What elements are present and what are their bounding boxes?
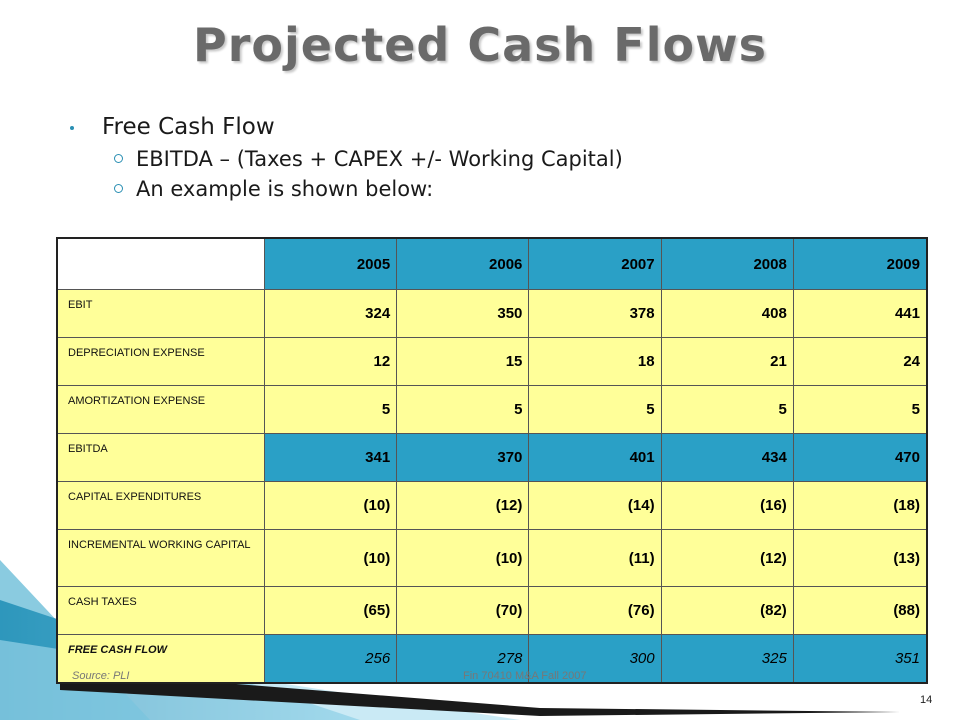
table-cell: (65) bbox=[263, 586, 398, 635]
bullet-item: Free Cash Flow bbox=[70, 112, 623, 144]
source-note: Source: PLI bbox=[72, 670, 130, 682]
table-row-cash-taxes: CASH TAXES (65) (70) (76) (82) (88) bbox=[56, 586, 928, 635]
table-cell: (16) bbox=[660, 481, 794, 530]
table-cell: (12) bbox=[660, 529, 794, 587]
table-cell: 408 bbox=[660, 289, 794, 338]
header-blank-cell bbox=[56, 237, 265, 290]
table-cell: 5 bbox=[263, 385, 398, 434]
table-cell: 15 bbox=[396, 337, 530, 386]
table-cell: (10) bbox=[396, 529, 530, 587]
table-row-working-capital: INCREMENTAL WORKING CAPITAL (10) (10) (1… bbox=[56, 529, 928, 587]
table-cell: 341 bbox=[263, 433, 398, 482]
table-cell: 324 bbox=[263, 289, 398, 338]
table-cell: 300 bbox=[528, 634, 662, 684]
ring-bullet-icon bbox=[114, 184, 123, 193]
bullet-list: Free Cash Flow EBITDA – (Taxes + CAPEX +… bbox=[70, 112, 623, 204]
table-cell: 441 bbox=[792, 289, 928, 338]
table-cell: (88) bbox=[792, 586, 928, 635]
table-cell: 350 bbox=[396, 289, 530, 338]
table-cell: (70) bbox=[396, 586, 530, 635]
row-label: FREE CASH FLOW bbox=[56, 634, 265, 684]
table-cell: (14) bbox=[528, 481, 662, 530]
table-cell: 5 bbox=[792, 385, 928, 434]
sub-bullet-item: An example is shown below: bbox=[70, 174, 623, 204]
table-cell: 325 bbox=[660, 634, 794, 684]
row-label: INCREMENTAL WORKING CAPITAL bbox=[56, 529, 265, 587]
table-cell: 21 bbox=[660, 337, 794, 386]
table-cell: 351 bbox=[792, 634, 928, 684]
table-cell: (12) bbox=[396, 481, 530, 530]
bullet-text: Free Cash Flow bbox=[102, 114, 275, 140]
table-cell: 370 bbox=[396, 433, 530, 482]
table-cell: (82) bbox=[660, 586, 794, 635]
table-row-ebitda: EBITDA 341 370 401 434 470 bbox=[56, 433, 928, 482]
table-cell: 5 bbox=[528, 385, 662, 434]
slide-title: Projected Cash Flows bbox=[193, 18, 767, 72]
year-header: 2007 bbox=[528, 237, 662, 290]
table-cell: (13) bbox=[792, 529, 928, 587]
table-header-row: 2005 2006 2007 2008 2009 bbox=[56, 237, 928, 290]
table-cell: 470 bbox=[792, 433, 928, 482]
table-row-ebit: EBIT 324 350 378 408 441 bbox=[56, 289, 928, 338]
cash-flow-table: 2005 2006 2007 2008 2009 EBIT 324 350 37… bbox=[56, 237, 928, 684]
year-header: 2005 bbox=[263, 237, 398, 290]
table-cell: 256 bbox=[263, 634, 398, 684]
year-header: 2009 bbox=[792, 237, 928, 290]
row-label: CAPITAL EXPENDITURES bbox=[56, 481, 265, 530]
ring-bullet-icon bbox=[114, 154, 123, 163]
table-cell: 401 bbox=[528, 433, 662, 482]
table-cell: (10) bbox=[263, 481, 398, 530]
table-cell: 5 bbox=[660, 385, 794, 434]
table-cell: 18 bbox=[528, 337, 662, 386]
table-row-amortization: AMORTIZATION EXPENSE 5 5 5 5 5 bbox=[56, 385, 928, 434]
bullet-dot-icon bbox=[70, 126, 74, 130]
row-label: AMORTIZATION EXPENSE bbox=[56, 385, 265, 434]
footer-text: Fin 70410 M&A Fall 2007 bbox=[463, 670, 587, 682]
table-cell: 434 bbox=[660, 433, 794, 482]
table-cell: 24 bbox=[792, 337, 928, 386]
row-label: EBIT bbox=[56, 289, 265, 338]
table-cell: (11) bbox=[528, 529, 662, 587]
table-cell: 278 bbox=[396, 634, 530, 684]
table-row-free-cash-flow: FREE CASH FLOW 256 278 300 325 351 bbox=[56, 634, 928, 684]
page-number: 14 bbox=[920, 694, 933, 706]
sub-bullet-item: EBITDA – (Taxes + CAPEX +/- Working Capi… bbox=[70, 144, 623, 174]
sub-bullet-text: EBITDA – (Taxes + CAPEX +/- Working Capi… bbox=[136, 147, 623, 171]
table-row-depreciation: DEPRECIATION EXPENSE 12 15 18 21 24 bbox=[56, 337, 928, 386]
table-cell: (76) bbox=[528, 586, 662, 635]
sub-bullet-text: An example is shown below: bbox=[136, 177, 434, 201]
table-cell: 5 bbox=[396, 385, 530, 434]
table-cell: 378 bbox=[528, 289, 662, 338]
row-label: EBITDA bbox=[56, 433, 265, 482]
year-header: 2008 bbox=[660, 237, 794, 290]
year-header: 2006 bbox=[396, 237, 530, 290]
table-cell: (18) bbox=[792, 481, 928, 530]
row-label: DEPRECIATION EXPENSE bbox=[56, 337, 265, 386]
table-cell: 12 bbox=[263, 337, 398, 386]
table-cell: (10) bbox=[263, 529, 398, 587]
row-label: CASH TAXES bbox=[56, 586, 265, 635]
table-row-capex: CAPITAL EXPENDITURES (10) (12) (14) (16)… bbox=[56, 481, 928, 530]
